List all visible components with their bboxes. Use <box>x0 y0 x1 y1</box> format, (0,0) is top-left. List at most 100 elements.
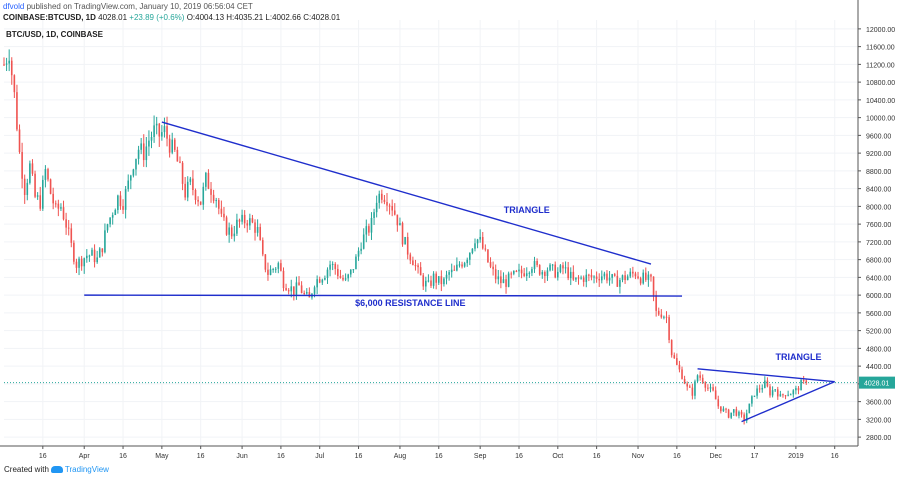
candle-body <box>696 375 699 382</box>
candle-body <box>238 219 241 222</box>
author-link[interactable]: dfvold <box>3 2 25 11</box>
upper-triangle-line <box>161 121 652 265</box>
candle-body <box>42 179 44 209</box>
candle-body <box>717 399 720 407</box>
candle-body <box>660 314 663 318</box>
candle-body <box>458 264 461 266</box>
symbol-name: COINBASE:BTCUSD, 1D <box>3 13 96 22</box>
y-tick-label: 11600.00 <box>866 45 895 52</box>
candle-body <box>430 280 432 286</box>
candle-body <box>515 270 518 272</box>
tradingview-link[interactable]: TradingView <box>64 465 109 474</box>
candle-body <box>246 223 249 226</box>
resistance-line <box>84 294 683 297</box>
candle-body <box>774 389 776 391</box>
candle-body <box>714 390 717 400</box>
candle-body <box>362 234 365 249</box>
candle-body <box>422 275 425 287</box>
candle-body <box>39 195 42 209</box>
candle-body <box>31 163 34 174</box>
candle-body <box>523 273 525 276</box>
candle-body <box>518 269 520 272</box>
candle-body <box>67 227 70 229</box>
candle-body <box>613 274 616 276</box>
candle-body <box>181 162 184 184</box>
candle-body <box>432 273 435 286</box>
x-tick-label: Sep <box>474 453 487 460</box>
candle-body <box>8 60 10 64</box>
candle-body <box>207 172 210 189</box>
candle-body <box>481 237 484 249</box>
candle-body <box>732 409 735 413</box>
candle-body <box>619 279 621 287</box>
publish-text: published on TradingView.com, January 10… <box>26 2 253 11</box>
y-tick-label: 9200.00 <box>866 151 891 158</box>
candle-body <box>782 394 784 396</box>
x-tick-label: 16 <box>831 453 839 460</box>
candle-body <box>223 213 225 218</box>
y-tick-label: 6000.00 <box>866 293 891 300</box>
candle-body <box>412 260 414 266</box>
candle-body <box>34 173 36 197</box>
candle-body <box>29 163 31 183</box>
candle-body <box>730 412 732 418</box>
candle-body <box>437 276 440 283</box>
candle-body <box>78 258 80 268</box>
candle-body <box>383 199 386 202</box>
candle-body <box>168 138 171 153</box>
x-tick-label: 17 <box>751 453 759 460</box>
candle-body <box>776 389 779 397</box>
candle-body <box>70 228 73 243</box>
candle-body <box>616 275 619 287</box>
y-tick-label: 3600.00 <box>866 400 891 407</box>
candle-body <box>425 280 427 287</box>
candle-body <box>166 126 168 139</box>
candle-body <box>427 280 430 282</box>
candle-body <box>150 136 153 141</box>
candle-body <box>65 219 67 228</box>
candle-body <box>453 269 456 271</box>
candle-body <box>254 222 256 233</box>
candle-body <box>98 248 101 258</box>
y-tick-label: 10400.00 <box>866 98 895 105</box>
candle-body <box>93 249 96 263</box>
candle-body <box>368 226 370 233</box>
candle-body <box>707 387 709 389</box>
candle-body <box>96 257 98 263</box>
candle-body <box>691 387 694 396</box>
candle-body <box>189 178 192 182</box>
candle-body <box>396 214 399 226</box>
candle-body <box>318 279 321 283</box>
candle-body <box>251 218 254 223</box>
candle-body <box>62 207 65 220</box>
candle-body <box>13 75 16 93</box>
candle-body <box>600 276 603 281</box>
candlestick-series <box>3 49 858 425</box>
candle-body <box>148 140 150 147</box>
candle-body <box>342 277 344 280</box>
resistance-label: $6,000 RESISTANCE LINE <box>355 298 465 308</box>
candle-body <box>562 265 564 269</box>
x-tick-label: Dec <box>709 453 722 460</box>
candle-body <box>655 295 657 311</box>
candle-body <box>748 403 751 414</box>
candle-body <box>795 388 797 391</box>
candle-body <box>137 149 140 159</box>
candle-body <box>647 274 650 280</box>
candle-body <box>471 248 474 253</box>
candle-body <box>321 279 324 283</box>
candle-body <box>5 63 8 65</box>
candle-body <box>520 269 523 274</box>
y-tick-label: 7200.00 <box>866 240 891 247</box>
candle-body <box>557 271 559 278</box>
candle-body <box>681 369 683 379</box>
candle-body <box>73 242 75 262</box>
candle-body <box>712 387 714 391</box>
candle-body <box>373 212 375 218</box>
candle-body <box>233 233 236 237</box>
candle-body <box>494 269 497 280</box>
candle-body <box>756 388 758 396</box>
candle-body <box>626 276 629 281</box>
candle-body <box>510 273 513 275</box>
